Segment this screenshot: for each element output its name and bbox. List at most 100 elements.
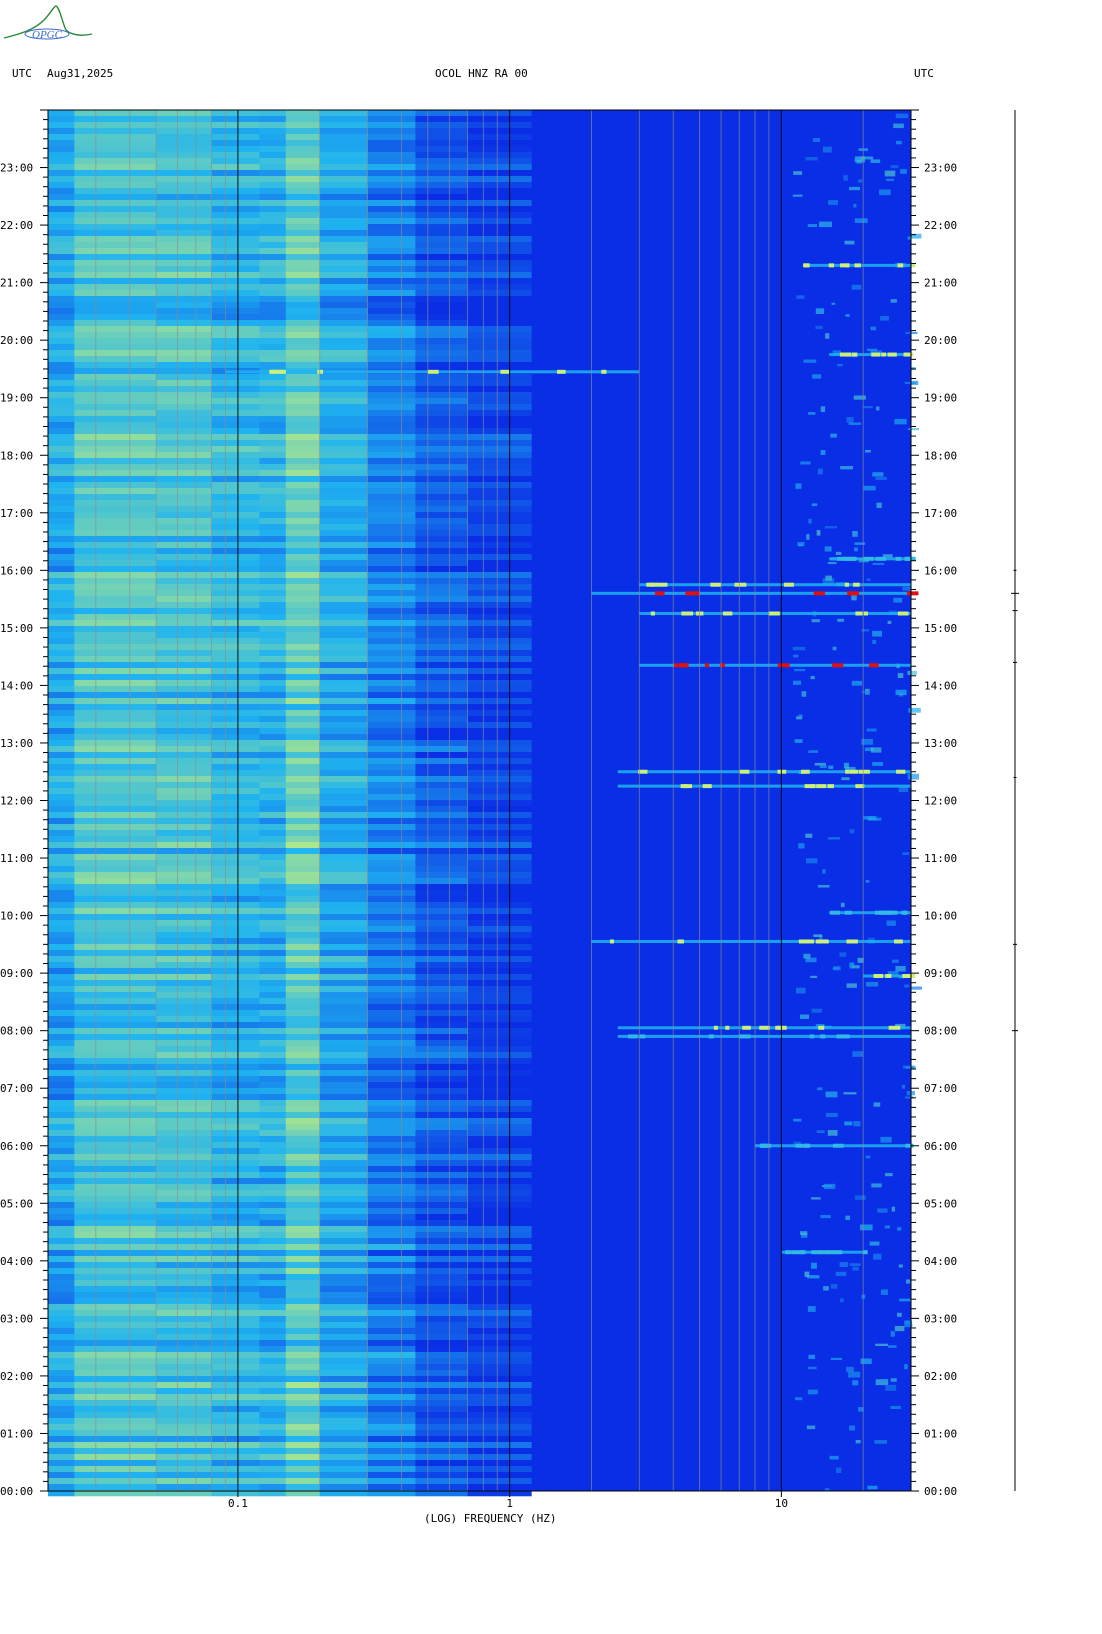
spectrogram-cell (846, 1366, 854, 1373)
spectrogram-cell (863, 485, 876, 491)
spectrogram-cell (48, 194, 75, 201)
spectrogram-cell (156, 1478, 213, 1485)
spectrogram-cell (467, 728, 532, 735)
spectrogram-cell (156, 206, 213, 213)
spectrogram-cell (259, 548, 287, 555)
spectrogram-cell (211, 974, 260, 981)
spectrogram-cell (211, 428, 260, 435)
spectrogram-cell (74, 848, 157, 855)
spectrogram-cell (156, 1016, 213, 1023)
spectrogram-cell (74, 1472, 157, 1479)
spectrogram-cell (211, 602, 260, 609)
spectrogram-cell (211, 158, 260, 165)
spectrogram-cell (415, 1172, 469, 1179)
spectrogram-cell (367, 1082, 416, 1089)
spectrogram-cell (901, 1084, 906, 1089)
spectrogram-cell (808, 1354, 816, 1360)
spectrogram-cell (74, 1460, 157, 1467)
spectrogram-cell (319, 1142, 369, 1149)
spectrogram-cell (211, 1466, 260, 1473)
spectrogram-cell (367, 326, 416, 333)
spectrogram-cell (74, 1094, 157, 1101)
spectrogram-cell (259, 356, 287, 363)
spectrogram-cell (156, 452, 213, 459)
spectrogram-cell (415, 1388, 469, 1395)
spectrogram-cell (259, 434, 287, 441)
spectrogram-cell (156, 1286, 213, 1293)
spectrogram-cell (48, 1046, 75, 1053)
spectrogram-cell (48, 1082, 75, 1089)
spectrogram-cell (827, 1130, 838, 1136)
spectrogram-cell (285, 1010, 321, 1017)
spectrogram-cell (211, 1112, 260, 1119)
spectrogram-cell (415, 908, 469, 915)
spectrogram-cell (48, 1010, 75, 1017)
spectrogram-cell (467, 1094, 532, 1101)
spectrogram-cell (48, 1124, 75, 1131)
spectrogram-cell (892, 959, 899, 963)
spectrogram-cell (415, 1250, 469, 1257)
spectrogram-cell (367, 668, 416, 675)
spectrogram-cell (259, 1226, 287, 1233)
spectrogram-cell (367, 1298, 416, 1305)
spectrogram-cell (415, 1418, 469, 1425)
spectrogram-cell (467, 200, 532, 207)
spectrogram-cell (415, 152, 469, 159)
spectrogram-cell (211, 884, 260, 891)
spectrogram-cell (211, 1184, 260, 1191)
spectrogram-cell (367, 644, 416, 651)
spectrogram-cell (259, 1190, 287, 1197)
spectrogram-cell (285, 1370, 321, 1377)
station-title: OCOL HNZ RA 00 (435, 67, 528, 80)
spectrogram-cell (48, 1442, 75, 1449)
spectrogram-cell (805, 833, 813, 838)
spectrogram-cell (285, 1064, 321, 1071)
spectrogram-cell (48, 134, 75, 141)
event-mark (845, 352, 851, 357)
spectrogram-cell (211, 1406, 260, 1413)
spectrogram-cell (48, 1322, 75, 1329)
spectrogram-cell (467, 350, 532, 357)
event-mark (853, 582, 860, 587)
spectrogram-cell (285, 410, 321, 417)
spectrogram-cell (259, 818, 287, 825)
event-mark (907, 591, 919, 596)
spectrogram-cell (285, 116, 321, 123)
spectrogram-cell (367, 440, 416, 447)
event-mark (894, 939, 903, 944)
spectrogram-cell (211, 644, 260, 651)
spectrogram-cell (285, 248, 321, 255)
spectrogram-cell (367, 1094, 416, 1101)
spectrogram-cell (259, 1160, 287, 1167)
spectrogram-cell (467, 734, 532, 741)
spectrogram-cell (367, 578, 416, 585)
spectrogram-cell (48, 548, 75, 555)
spectrogram-cell (891, 1206, 896, 1212)
spectrogram-cell (74, 602, 157, 609)
spectrogram-cell (74, 752, 157, 759)
spectrogram-cell (259, 1340, 287, 1347)
spectrogram-cell (319, 392, 369, 399)
spectrogram-cell (48, 872, 75, 879)
event-band (591, 939, 911, 943)
spectrogram-cell (259, 974, 287, 981)
spectrogram-cell (415, 788, 469, 795)
spectrogram-cell (415, 1472, 469, 1479)
spectrogram-cell (285, 944, 321, 951)
spectrogram-cell (285, 578, 321, 585)
spectrogram-cell (319, 272, 369, 279)
spectrogram-cell (319, 122, 369, 129)
spectrogram-cell (211, 338, 260, 345)
spectrogram-cell (48, 986, 75, 993)
spectrogram-cell (285, 920, 321, 927)
spectrogram-cell (48, 1148, 75, 1155)
spectrogram-cell (156, 1418, 213, 1425)
spectrogram-cell (74, 938, 157, 945)
spectrogram-cell (156, 1442, 213, 1449)
spectrogram-cell (285, 1172, 321, 1179)
spectrogram-cell (74, 824, 157, 831)
spectrogram-cell (48, 254, 75, 261)
spectrogram-cell (156, 1106, 213, 1113)
spectrogram-cell (74, 164, 157, 171)
spectrogram-cell (48, 164, 75, 171)
